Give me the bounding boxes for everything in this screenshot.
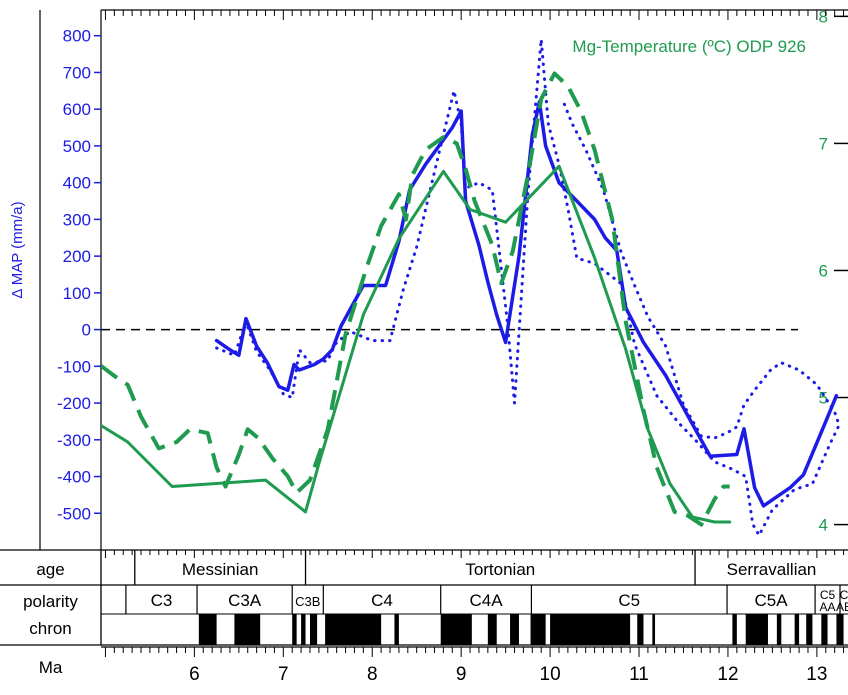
normal-polarity-interval bbox=[776, 614, 782, 645]
normal-polarity-interval bbox=[440, 614, 472, 645]
chart-frame bbox=[39, 9, 848, 550]
left-tick-label: 0 bbox=[82, 321, 91, 340]
top-axis-ticks bbox=[104, 10, 845, 20]
normal-polarity-interval bbox=[309, 614, 318, 645]
chron-label: AA bbox=[820, 600, 836, 614]
right-tick-label: 6 bbox=[819, 261, 828, 280]
left-tick-label: 800 bbox=[63, 27, 91, 46]
chron-label: C bbox=[840, 588, 848, 602]
left-tick-label: 300 bbox=[63, 210, 91, 229]
right-tick-label: 8 bbox=[819, 7, 828, 26]
left-tick-label: 400 bbox=[63, 174, 91, 193]
series-line-3 bbox=[101, 164, 732, 524]
chron-label: AB bbox=[836, 600, 848, 614]
normal-polarity-interval bbox=[394, 614, 399, 645]
normal-polarity-interval bbox=[836, 614, 844, 645]
normal-polarity-interval bbox=[806, 614, 813, 645]
bottom-tick-label: 12 bbox=[717, 664, 738, 685]
timescale-row-label: age bbox=[36, 560, 64, 579]
left-axis: 800 700 600 500 400 300 200 100 0 -100 -200 -300 -40… bbox=[57, 27, 101, 523]
normal-polarity-interval bbox=[292, 614, 297, 645]
bottom-tick-label: 13 bbox=[806, 664, 827, 685]
right-axis: 8 7 6 5 4 bbox=[819, 7, 848, 535]
bottom-tick-label: 8 bbox=[367, 664, 378, 685]
normal-polarity-interval bbox=[794, 614, 800, 645]
timescale-row-label: Ma bbox=[39, 658, 63, 677]
bottom-tick-label: 11 bbox=[629, 664, 649, 685]
series-line-0 bbox=[214, 100, 839, 508]
chron-label: C3A bbox=[228, 591, 262, 610]
right-tick-label: 5 bbox=[819, 389, 828, 408]
chron-label: C5 bbox=[820, 588, 836, 602]
normal-polarity-interval bbox=[821, 614, 828, 645]
normal-polarity-interval bbox=[637, 614, 644, 645]
left-tick-label: 600 bbox=[63, 100, 91, 119]
normal-polarity-interval bbox=[550, 614, 631, 645]
normal-polarity-interval bbox=[732, 614, 737, 645]
geologic-timescale: age polarity chron Ma Messinian Tortonian Serr… bbox=[0, 549, 848, 677]
timescale-row-label: polarity bbox=[23, 592, 78, 611]
left-tick-label: -400 bbox=[57, 468, 91, 487]
normal-polarity-interval bbox=[198, 614, 217, 645]
bottom-axis: 6 7 8 9 10 11 12 13 bbox=[101, 550, 848, 685]
normal-polarity-interval bbox=[652, 614, 656, 645]
bottom-tick-label: 10 bbox=[540, 664, 561, 685]
series-layer bbox=[101, 37, 841, 537]
chron-label: C5A bbox=[755, 591, 789, 610]
normal-polarity-interval bbox=[530, 614, 546, 645]
normal-polarity-interval bbox=[510, 614, 519, 645]
stage-label: Tortonian bbox=[465, 560, 535, 579]
normal-polarity-interval bbox=[301, 614, 306, 645]
series-line-2 bbox=[101, 71, 730, 527]
series-line-1 bbox=[215, 37, 841, 537]
stage-label: Messinian bbox=[182, 560, 259, 579]
left-tick-label: -100 bbox=[57, 357, 91, 376]
left-tick-label: 500 bbox=[63, 137, 91, 156]
left-tick-label: -200 bbox=[57, 394, 91, 413]
left-tick-label: 100 bbox=[63, 284, 91, 303]
right-axis-label: Mg-Temperature (ºC) ODP 926 bbox=[572, 37, 806, 56]
chron-label: C3 bbox=[151, 591, 173, 610]
stage-label: Serravallian bbox=[727, 560, 817, 579]
left-tick-label: 200 bbox=[63, 247, 91, 266]
left-tick-label: 700 bbox=[63, 63, 91, 82]
timescale-row-label: chron bbox=[29, 619, 72, 638]
bottom-tick-label: 9 bbox=[456, 664, 467, 685]
chron-label: C4 bbox=[371, 591, 393, 610]
left-tick-label: -300 bbox=[57, 431, 91, 450]
normal-polarity-interval bbox=[745, 614, 768, 645]
chron-label: C4A bbox=[470, 591, 504, 610]
normal-polarity-interval bbox=[234, 614, 261, 645]
left-tick-label: -500 bbox=[57, 504, 91, 523]
bottom-tick-label: 6 bbox=[189, 664, 200, 685]
chron-label: C5 bbox=[618, 591, 640, 610]
bottom-tick-label: 7 bbox=[278, 664, 289, 685]
normal-polarity-interval bbox=[325, 614, 382, 645]
right-tick-label: 4 bbox=[819, 516, 828, 535]
right-tick-label: 7 bbox=[819, 134, 828, 153]
normal-polarity-interval bbox=[487, 614, 497, 645]
chron-label: C3B bbox=[295, 594, 320, 609]
left-axis-label: Δ MAP (mm/a) bbox=[9, 201, 26, 298]
